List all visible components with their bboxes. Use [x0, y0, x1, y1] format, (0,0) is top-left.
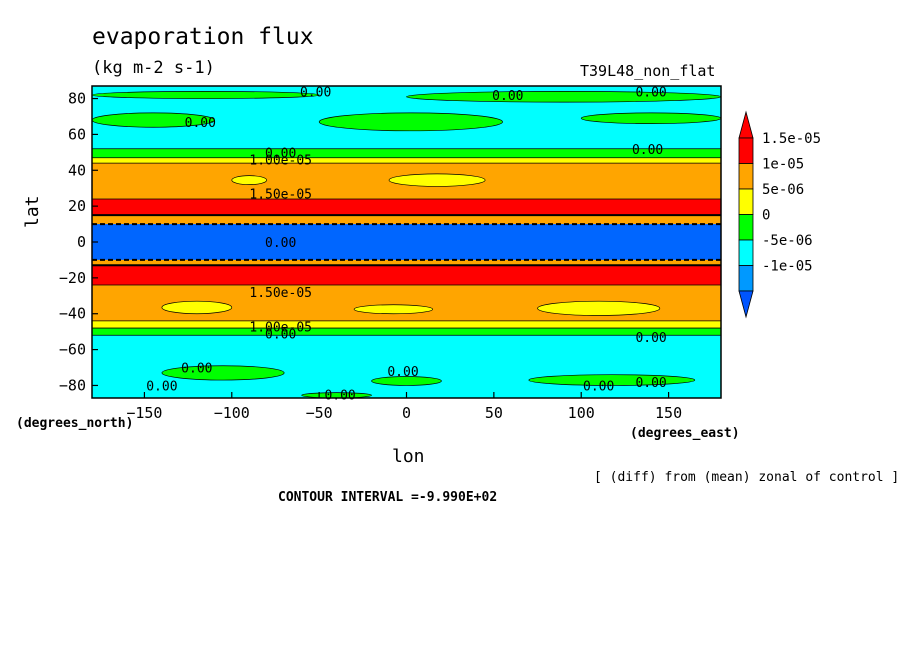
chart-units: (kg m-2 s-1) [92, 58, 215, 78]
diff-note: [ (diff) from (mean) zonal of control ] [594, 470, 900, 485]
contour-label: 0.00 [635, 376, 666, 391]
contour-patch-8 [353, 304, 434, 315]
contour-label: 0.00 [181, 362, 212, 377]
colorbar-swatch [738, 137, 754, 164]
contour-label: 0.00 [324, 388, 355, 403]
colorbar-label: 5e-06 [762, 182, 804, 198]
colorbar-label: -1e-05 [762, 259, 813, 275]
plot-area: 0.00 0.00 0.000.000.000.001.00e-051.50e-05… [91, 85, 722, 403]
x-tick-label: 150 [655, 404, 682, 422]
contour-label: 1.50e-05 [249, 286, 312, 301]
y-tick-label: −40 [59, 305, 86, 323]
zonal-band-2 [92, 157, 721, 164]
contour-patch-6 [388, 173, 486, 187]
contour-patch-3 [406, 91, 722, 103]
x-tick-label: 0 [402, 404, 411, 422]
axes: −150 −100 −50 0 50 100 150 −80 −60 −40 −20 0 20 40 60 8… [59, 85, 722, 422]
colorbar-swatch [738, 239, 754, 266]
colorbar-swatch [738, 188, 754, 215]
colorbar-label: -5e-06 [762, 233, 813, 249]
contour-patch-7 [161, 300, 233, 315]
chart-title: evaporation flux [92, 24, 314, 50]
colorbar-bottom-arrow [738, 290, 754, 319]
colorbar-top-arrow [738, 110, 754, 139]
contour-label: 1.00e-05 [249, 154, 312, 169]
contour-patch-11 [371, 376, 442, 386]
y-tick-label: −80 [59, 376, 86, 394]
colorbar-label: 1.5e-05 [762, 131, 821, 147]
contour-label: 0.00 [185, 116, 216, 131]
zonal-band-10 [92, 320, 721, 329]
y-tick-label: 0 [77, 233, 86, 251]
contour-patch-12 [528, 374, 696, 386]
contour-patch-2 [318, 112, 503, 132]
contour-patch-0 [91, 91, 320, 99]
contour-label: 1.50e-05 [249, 188, 312, 203]
x-tick-label: −100 [214, 404, 250, 422]
colorbar-swatch [738, 214, 754, 241]
contour-label: 0.00 [492, 89, 523, 104]
y-tick-label: 60 [68, 125, 86, 143]
colorbar-label: 1e-05 [762, 157, 804, 173]
contour-label: 0.00 [632, 143, 663, 158]
contour-label: 0.00 [387, 365, 418, 380]
colorbar-legend: 1.5e-05 1e-05 5e-06 0 -5e-06 -1e-05 [738, 110, 821, 319]
colorbar-label: 0 [762, 208, 770, 224]
contour-interval: CONTOUR INTERVAL =-9.990E+02 [278, 490, 498, 505]
contour-label: 0.00 [265, 236, 296, 251]
zonal-band-5 [92, 215, 721, 225]
zonal-band-4 [92, 198, 721, 216]
contour-label: 0.00 [146, 379, 177, 394]
zonal-band-1 [92, 148, 721, 158]
contour-label: 0.00 [635, 85, 666, 100]
contour-label: 1.00e-05 [249, 320, 312, 335]
y-tick-label: −60 [59, 341, 86, 359]
y-tick-label: 40 [68, 161, 86, 179]
zonal-band-7 [92, 259, 721, 266]
run-label: T39L48_non_flat [580, 62, 716, 80]
contour-patch-5 [231, 175, 268, 185]
contour-label: 0.00 [265, 327, 296, 342]
x-tick-label: 100 [568, 404, 595, 422]
colorbar-swatch [738, 265, 754, 292]
contour-label: 0.00 [583, 379, 614, 394]
colorbar-swatch [738, 163, 754, 190]
zonal-band-11 [92, 328, 721, 336]
zonal-band-8 [92, 265, 721, 286]
contour-patch-10 [161, 365, 285, 381]
x-tick-label: −150 [126, 404, 162, 422]
contour-patch-9 [537, 300, 661, 316]
y-tick-label: −20 [59, 269, 86, 287]
x-axis-label: lon [392, 446, 425, 467]
y-tick-label: 20 [68, 197, 86, 215]
contour-label: 0.00 [635, 331, 666, 346]
x-tick-label: −50 [306, 404, 333, 422]
x-unit-note: (degrees_east) [630, 426, 740, 441]
contour-label: 0.00 [300, 85, 331, 100]
x-tick-label: 50 [485, 404, 503, 422]
zonal-band-6 [92, 224, 721, 260]
y-tick-label: 80 [68, 90, 86, 108]
y-unit-note: (degrees_north) [16, 416, 134, 431]
contour-patch-4 [580, 112, 722, 125]
contour-label: 0.00 [265, 146, 296, 161]
